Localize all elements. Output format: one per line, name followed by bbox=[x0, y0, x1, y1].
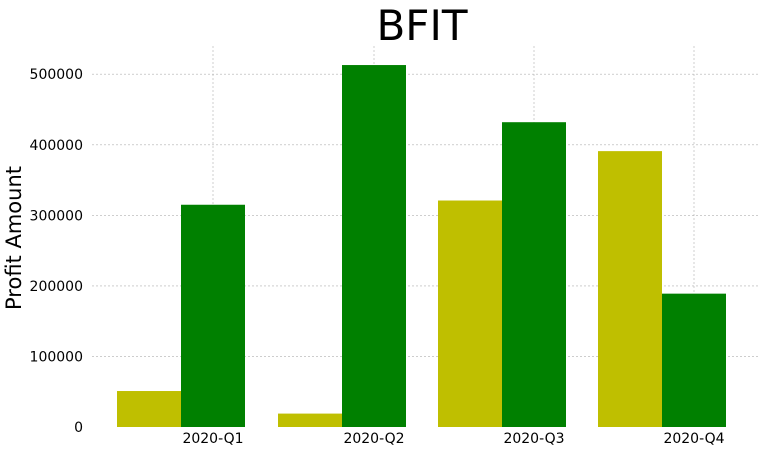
y-tick-label: 400000 bbox=[30, 138, 83, 154]
x-tick-label: 2020-Q2 bbox=[343, 431, 404, 447]
y-tick-label: 0 bbox=[74, 420, 83, 436]
bars bbox=[117, 65, 726, 428]
y-tick-labels: 0 100000 200000 300000 400000 500000 bbox=[30, 67, 83, 436]
y-axis-label: Profit Amount bbox=[2, 166, 26, 310]
x-tick-label: 2020-Q4 bbox=[663, 431, 724, 447]
bar-series-2-2020-Q1 bbox=[181, 204, 245, 427]
y-tick-label: 500000 bbox=[30, 67, 83, 83]
bar-series-1-2020-Q2 bbox=[278, 413, 342, 427]
y-tick-label: 200000 bbox=[30, 279, 83, 295]
x-tick-label: 2020-Q3 bbox=[503, 431, 564, 447]
x-tick-label: 2020-Q1 bbox=[182, 431, 243, 447]
bar-series-2-2020-Q2 bbox=[342, 65, 406, 428]
x-tick-labels: 2020-Q1 2020-Q2 2020-Q3 2020-Q4 bbox=[182, 431, 724, 447]
bar-series-2-2020-Q3 bbox=[502, 122, 566, 427]
bar-series-1-2020-Q3 bbox=[438, 200, 502, 427]
y-tick-label: 300000 bbox=[30, 208, 83, 224]
bar-series-2-2020-Q4 bbox=[662, 293, 726, 427]
bar-series-1-2020-Q1 bbox=[117, 391, 181, 427]
y-tick-label: 100000 bbox=[30, 349, 83, 365]
bar-series-1-2020-Q4 bbox=[598, 151, 662, 427]
chart-title: BFIT bbox=[376, 1, 467, 50]
